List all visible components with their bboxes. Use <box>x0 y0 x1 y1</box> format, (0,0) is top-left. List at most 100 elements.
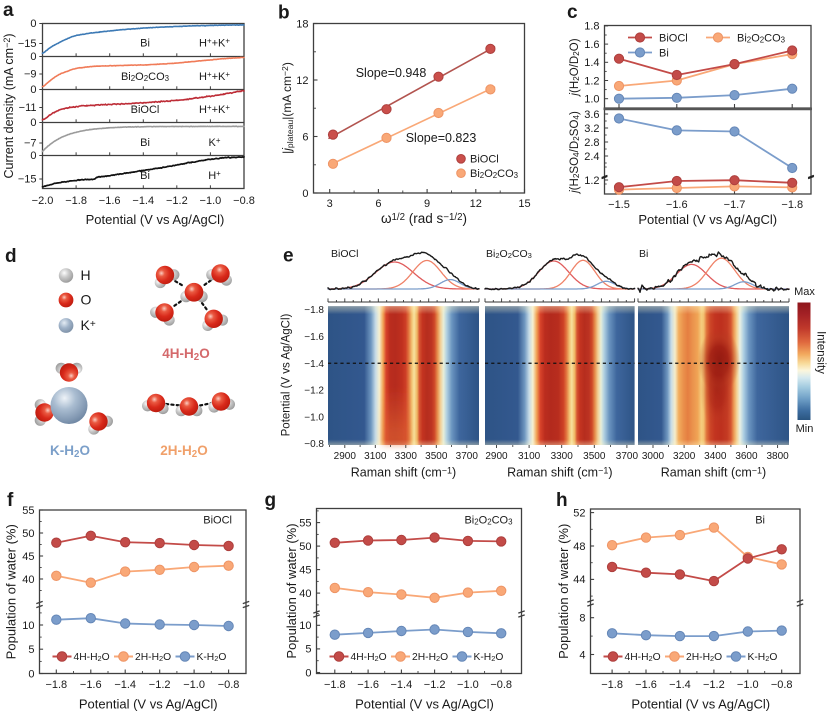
svg-text:−1.0: −1.0 <box>737 679 759 691</box>
svg-text:2H-H2O: 2H-H2O <box>135 652 171 663</box>
svg-text:K-H2O: K-H2O <box>474 652 504 663</box>
svg-text:3: 3 <box>327 198 333 210</box>
svg-text:−1.8: −1.8 <box>781 199 803 211</box>
svg-text:−1.6: −1.6 <box>80 679 102 691</box>
svg-text:Bi: Bi <box>659 48 669 60</box>
svg-text:j(H2SO4/D2SO4): j(H2SO4/D2SO4) <box>569 111 581 195</box>
svg-text:Bi: Bi <box>639 248 648 260</box>
svg-text:H++K+: H++K+ <box>199 37 230 50</box>
svg-text:Bi: Bi <box>755 515 765 527</box>
svg-text:2.8: 2.8 <box>584 137 599 149</box>
svg-text:BiOCl: BiOCl <box>470 154 499 166</box>
svg-text:Bi2O2CO3: Bi2O2CO3 <box>737 33 786 45</box>
svg-text:50: 50 <box>22 528 34 540</box>
svg-text:2H-H2O: 2H-H2O <box>686 652 722 663</box>
svg-text:−1.0: −1.0 <box>200 195 222 207</box>
svg-text:Population of water (%): Population of water (%) <box>284 523 299 658</box>
svg-text:BiOCl: BiOCl <box>659 33 688 45</box>
svg-text:K+: K+ <box>209 136 221 149</box>
svg-text:Bi2O2CO3: Bi2O2CO3 <box>121 71 170 83</box>
svg-text:6: 6 <box>375 198 381 210</box>
svg-text:−15: −15 <box>18 174 37 186</box>
svg-text:−9: −9 <box>24 69 37 81</box>
svg-text:−11: −11 <box>19 102 37 114</box>
svg-text:−1.5: −1.5 <box>608 199 630 211</box>
svg-text:−1.0: −1.0 <box>304 412 324 423</box>
svg-text:2H-H2O: 2H-H2O <box>160 443 207 460</box>
svg-text:4H-H2O: 4H-H2O <box>74 652 110 663</box>
svg-text:−1.6: −1.6 <box>99 195 121 207</box>
svg-text:|jplateau|(mA cm−2): |jplateau|(mA cm−2) <box>280 62 295 154</box>
svg-text:g: g <box>265 490 277 511</box>
svg-text:−1.4: −1.4 <box>304 359 324 370</box>
svg-text:3.2: 3.2 <box>584 123 599 135</box>
svg-text:55: 55 <box>22 505 34 517</box>
svg-text:Slope=0.823: Slope=0.823 <box>406 131 477 145</box>
svg-text:−0.8: −0.8 <box>490 679 512 691</box>
svg-text:2H-H2O: 2H-H2O <box>412 652 448 663</box>
svg-text:−1.0: −1.0 <box>457 679 479 691</box>
svg-text:K+: K+ <box>81 317 96 333</box>
svg-text:52: 52 <box>573 507 585 519</box>
svg-text:1.4: 1.4 <box>584 57 599 69</box>
svg-text:Slope=0.948: Slope=0.948 <box>356 66 427 80</box>
svg-text:−1.7: −1.7 <box>724 199 746 211</box>
svg-text:5: 5 <box>305 644 311 656</box>
svg-text:−7: −7 <box>24 138 37 150</box>
svg-text:Bi: Bi <box>140 37 150 49</box>
svg-text:3200: 3200 <box>673 451 696 462</box>
svg-text:Bi2O2CO3: Bi2O2CO3 <box>470 168 519 180</box>
svg-text:9: 9 <box>424 198 430 210</box>
svg-text:3100: 3100 <box>518 451 541 462</box>
svg-text:−1.2: −1.2 <box>703 679 725 691</box>
svg-text:j(H2O/D2O): j(H2O/D2O) <box>569 38 581 97</box>
svg-text:e: e <box>283 246 294 267</box>
svg-text:−1.8: −1.8 <box>304 305 324 316</box>
svg-text:−1.8: −1.8 <box>65 195 87 207</box>
svg-text:K-H2O: K-H2O <box>50 443 90 460</box>
svg-text:Raman shift (cm−1): Raman shift (cm−1) <box>507 466 612 480</box>
svg-text:−1.8: −1.8 <box>324 679 346 691</box>
svg-text:12: 12 <box>296 75 308 87</box>
svg-text:BiOCl: BiOCl <box>131 104 160 116</box>
svg-text:50: 50 <box>299 541 311 553</box>
svg-text:3700: 3700 <box>456 451 479 462</box>
svg-text:3800: 3800 <box>766 451 789 462</box>
svg-text:H++K+: H++K+ <box>199 70 230 83</box>
svg-text:−1.6: −1.6 <box>357 679 379 691</box>
svg-text:Potential (V vs Ag/AgCl): Potential (V vs Ag/AgCl) <box>281 313 293 436</box>
svg-text:−1.6: −1.6 <box>304 332 324 343</box>
svg-text:−0.8: −0.8 <box>218 679 240 691</box>
svg-text:0: 0 <box>302 188 308 200</box>
svg-text:40: 40 <box>22 574 34 586</box>
svg-text:K-H2O: K-H2O <box>197 652 227 663</box>
svg-text:Potential (V vs Ag/AgCl): Potential (V vs Ag/AgCl) <box>638 212 777 227</box>
svg-text:−0.8: −0.8 <box>771 679 793 691</box>
svg-text:18: 18 <box>296 18 308 30</box>
svg-text:Potential (V vs Ag/AgCl): Potential (V vs Ag/AgCl) <box>79 697 218 712</box>
svg-text:4H-H2O: 4H-H2O <box>625 652 661 663</box>
svg-text:−1.2: −1.2 <box>304 386 324 397</box>
svg-text:f: f <box>7 490 14 511</box>
svg-text:BiOCl: BiOCl <box>331 248 358 260</box>
svg-text:H+: H+ <box>208 169 221 182</box>
svg-text:48: 48 <box>573 541 585 553</box>
svg-text:1.8: 1.8 <box>584 21 599 33</box>
svg-text:−1.0: −1.0 <box>183 679 205 691</box>
svg-text:−1.4: −1.4 <box>132 195 154 207</box>
svg-text:0: 0 <box>30 51 36 63</box>
svg-text:O: O <box>81 292 92 308</box>
svg-text:3500: 3500 <box>425 451 448 462</box>
svg-text:−1.8: −1.8 <box>45 679 67 691</box>
svg-text:1.6: 1.6 <box>584 39 599 51</box>
svg-text:d: d <box>5 246 17 267</box>
svg-text:b: b <box>278 3 290 24</box>
svg-text:−1.4: −1.4 <box>114 679 136 691</box>
svg-text:−1.6: −1.6 <box>635 679 657 691</box>
svg-text:Potential (V vs Ag/AgCl): Potential (V vs Ag/AgCl) <box>86 212 225 227</box>
svg-text:a: a <box>3 0 14 21</box>
svg-text:2900: 2900 <box>485 451 508 462</box>
svg-text:4: 4 <box>579 649 585 661</box>
svg-text:45: 45 <box>22 551 34 563</box>
svg-text:55: 55 <box>299 517 311 529</box>
